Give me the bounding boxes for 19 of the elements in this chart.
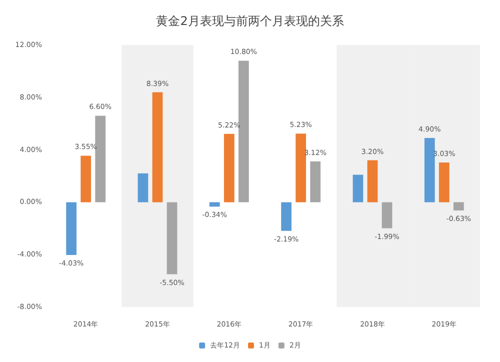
bar — [281, 202, 292, 231]
bar — [209, 202, 220, 207]
bar — [238, 60, 249, 202]
bar — [454, 202, 464, 210]
bar — [296, 134, 306, 202]
bar — [138, 173, 148, 202]
bar — [310, 161, 321, 202]
bar — [352, 174, 364, 202]
bar — [166, 202, 178, 274]
bar — [367, 160, 378, 202]
bar — [95, 116, 106, 202]
bar — [424, 138, 435, 202]
bar — [80, 156, 92, 202]
bar — [152, 92, 163, 202]
bar — [382, 202, 392, 228]
bar — [224, 134, 234, 202]
bar — [66, 202, 76, 255]
chart-title: 黄金2月表现与前两个月表现的关系 — [156, 14, 344, 28]
bar — [438, 162, 450, 202]
